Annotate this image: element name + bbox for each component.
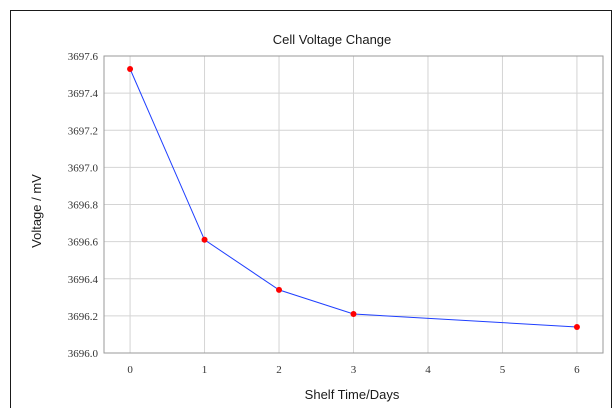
tick-labels: 0 1 2 3 4 5 6 3696.0 3696.2 3696.4 3696.6 3696.8 369…: [68, 51, 580, 376]
y-tick-label: 3696.0: [68, 348, 99, 360]
x-tick-label: 3: [351, 364, 357, 376]
y-tick-label: 3697.6: [68, 51, 99, 63]
data-point: [573, 324, 580, 331]
x-axis-label: Shelf Time/Days: [305, 387, 400, 402]
y-tick-label: 3696.8: [68, 200, 99, 212]
data-point: [127, 65, 134, 72]
y-tick-label: 3697.0: [68, 162, 99, 174]
chart-title: Cell Voltage Change: [273, 32, 392, 47]
y-axis-label: Voltage / mV: [29, 174, 44, 248]
grid: [104, 55, 603, 354]
y-tick-label: 3697.2: [68, 125, 98, 137]
x-tick-label: 6: [574, 364, 580, 376]
y-tick-label: 3697.4: [68, 88, 99, 100]
x-tick-label: 0: [127, 364, 133, 376]
data-point: [350, 311, 357, 318]
plot-area: [103, 55, 604, 354]
data-point: [201, 236, 208, 243]
y-tick-label: 3696.2: [68, 311, 98, 323]
series: [127, 65, 580, 331]
x-tick-label: 5: [500, 364, 506, 376]
chart-frame: [10, 10, 612, 408]
x-tick-label: 4: [425, 364, 431, 376]
y-tick-label: 3696.4: [68, 274, 99, 286]
y-tick-label: 3696.6: [68, 237, 99, 249]
x-tick-label: 1: [202, 364, 208, 376]
data-point: [276, 286, 283, 293]
x-tick-label: 2: [276, 364, 282, 376]
